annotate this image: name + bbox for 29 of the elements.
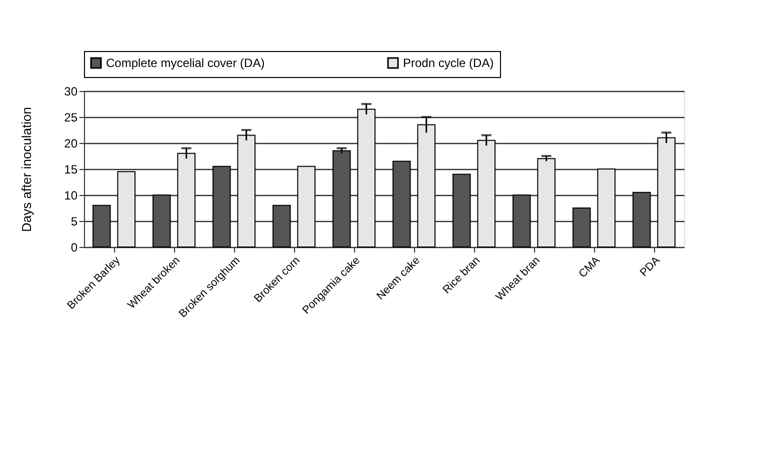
bar (512, 194, 531, 248)
y-tick-label: 0 (70, 240, 78, 254)
y-tick-label: 25 (64, 110, 78, 124)
y-tick-label: 10 (64, 188, 78, 202)
y-axis-title: Days after inoculation (19, 106, 34, 232)
legend-label: Prodn cycle (DA) (403, 56, 494, 70)
legend-label: Complete mycelial cover (DA) (106, 56, 265, 70)
x-tick-label: PDA (638, 254, 663, 279)
y-tick-label: 30 (64, 84, 78, 98)
bar (152, 194, 171, 248)
y-tick-label: 5 (70, 214, 78, 228)
bar (452, 174, 471, 248)
bar (92, 204, 111, 248)
x-tick-label: Rice bran (440, 254, 482, 296)
bar (177, 152, 196, 248)
bar (477, 140, 496, 248)
bar (272, 204, 291, 248)
bar (117, 171, 136, 248)
bar (392, 160, 411, 248)
bar (632, 192, 651, 248)
bar (237, 134, 256, 248)
y-tick-label: 20 (64, 136, 78, 150)
y-tick-label: 15 (64, 162, 78, 176)
bar (212, 166, 231, 248)
bar (357, 108, 376, 248)
bar (657, 137, 676, 248)
bar (297, 166, 316, 248)
bar (572, 208, 591, 248)
bar (597, 168, 616, 248)
